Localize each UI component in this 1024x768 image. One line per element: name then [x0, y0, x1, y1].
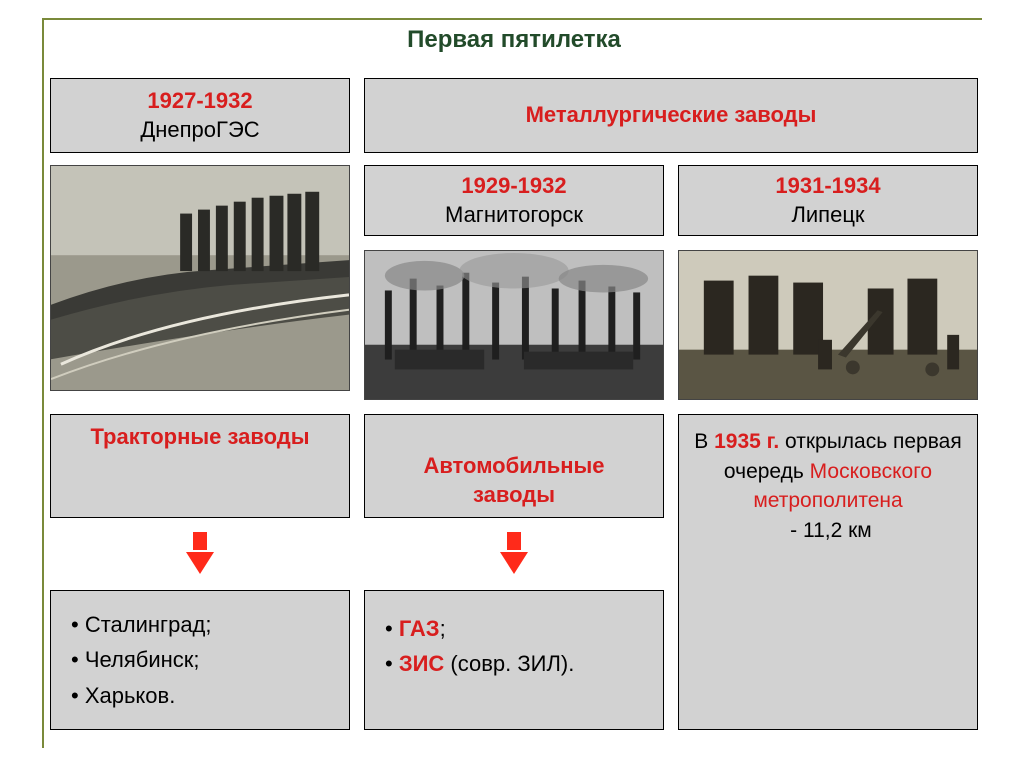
magnitogorsk-dates: 1929-1932 [461, 173, 566, 198]
box-tractor-cities: Сталинград; Челябинск; Харьков. [50, 590, 350, 730]
box-auto-plants: • ГАЗ; • ЗИС (совр. ЗИЛ). [364, 590, 664, 730]
metallurgy-label: Металлургические заводы [526, 101, 817, 130]
box-tractor-label: Тракторные заводы [50, 414, 350, 518]
city-3: Харьков. [71, 678, 335, 713]
plant-2: • ЗИС (совр. ЗИЛ). [385, 646, 649, 681]
arrow-tractor [50, 532, 350, 576]
photo-dneproges [50, 165, 350, 391]
slide-title: Первая пятилетка [50, 26, 978, 54]
auto-label: Автомобильные заводы [423, 453, 604, 507]
photo-magnitogorsk [364, 250, 664, 400]
box-magnitogorsk: 1929-1932 Магнитогорск [364, 165, 664, 236]
plant-1: • ГАЗ; [385, 611, 649, 646]
arrow-auto [364, 532, 664, 576]
magnitogorsk-name: Магнитогорск [445, 202, 583, 227]
box-auto-label: Автомобильные заводы [364, 414, 664, 518]
slide-content: Первая пятилетка 1927-1932 ДнепроГЭС Мет… [50, 26, 978, 746]
box-metro: В 1935 г. открылась первая очередь Моско… [678, 414, 978, 729]
city-1: Сталинград; [71, 607, 335, 642]
dneproges-name: ДнепроГЭС [140, 117, 259, 142]
box-metallurgy-header: Металлургические заводы [364, 78, 978, 153]
box-dneproges: 1927-1932 ДнепроГЭС [50, 78, 350, 153]
city-2: Челябинск; [71, 642, 335, 677]
dneproges-dates: 1927-1932 [147, 88, 252, 113]
lipetsk-dates: 1931-1934 [775, 173, 880, 198]
lipetsk-name: Липецк [791, 202, 864, 227]
metro-dist: - 11,2 км [784, 519, 871, 542]
photo-lipetsk [678, 250, 978, 400]
tractor-label: Тракторные заводы [90, 424, 309, 449]
metro-year: 1935 г. [714, 430, 779, 453]
main-grid: 1929-1932 Магнитогорск 1931-1934 Липецк [50, 165, 978, 730]
box-lipetsk: 1931-1934 Липецк [678, 165, 978, 236]
metro-pre: В [694, 430, 714, 453]
